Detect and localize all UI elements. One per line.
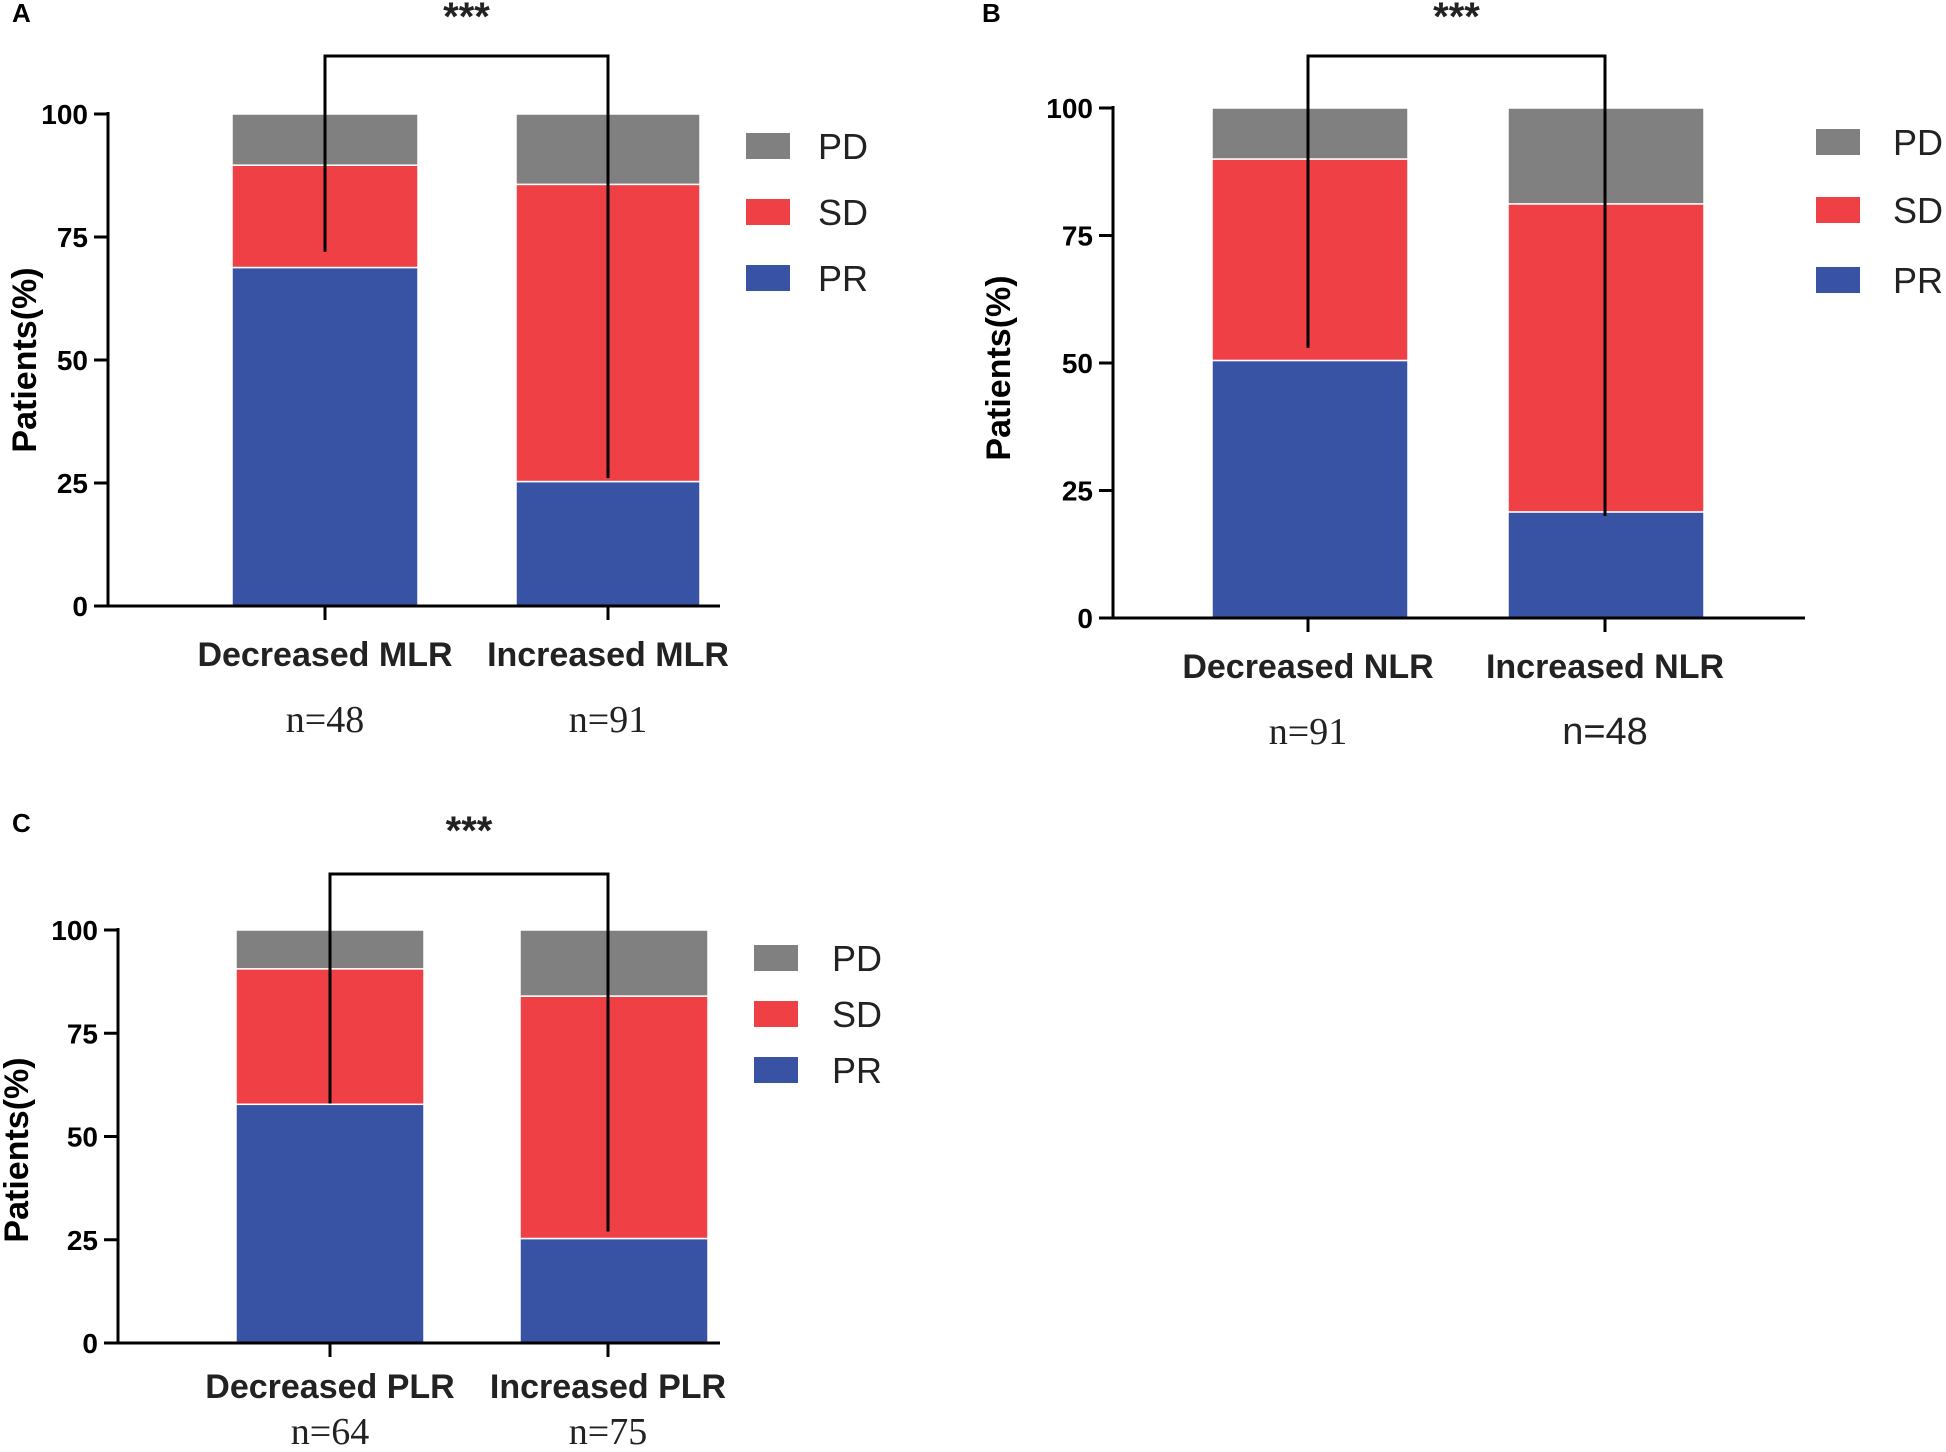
x-tick-label: Decreased MLR: [197, 636, 452, 674]
legend-swatch-pr: [754, 1057, 798, 1083]
significance-bracket: [1306, 54, 1607, 516]
legend-label-sd: SD: [832, 994, 882, 1035]
significance-bracket: [328, 872, 610, 1232]
panel-letter: C: [12, 808, 31, 838]
y-tick-label: 25: [57, 468, 88, 499]
n-label: n=75: [569, 1411, 647, 1452]
n-label: n=91: [1269, 711, 1347, 753]
legend-swatch-sd: [746, 199, 790, 225]
y-tick-label: 0: [82, 1328, 98, 1359]
x-tick-label: Decreased NLR: [1182, 648, 1433, 686]
y-axis-label: Patients(%): [980, 275, 1018, 460]
legend-swatch-sd: [754, 1001, 798, 1027]
y-axis-label: Patients(%): [0, 1057, 36, 1242]
legend-label-pr: PR: [1893, 260, 1943, 301]
y-tick-label: 50: [1062, 348, 1093, 379]
bar-pr-increased: [1507, 511, 1705, 619]
legend-label-pr: PR: [818, 258, 868, 299]
legend-swatch-sd: [1816, 197, 1860, 223]
significance-bracket: [323, 54, 610, 479]
x-tick-label: Increased MLR: [487, 636, 729, 674]
panel-letter: A: [12, 0, 31, 28]
y-tick-label: 25: [67, 1225, 98, 1256]
significance-label: ***: [443, 0, 490, 39]
y-axis-label: Patients(%): [6, 267, 44, 452]
y-tick-label: 0: [1077, 603, 1093, 634]
chart-panel-b: B Patients(%) 0 25 50 75 100 Decreased NLR n=91 I…: [980, 0, 1943, 753]
x-tick-label: Increased PLR: [490, 1368, 726, 1406]
y-tick-label: 25: [1062, 476, 1093, 507]
legend-swatch-pd: [746, 133, 790, 159]
y-tick-label: 100: [51, 915, 98, 946]
y-tick-label: 75: [57, 222, 88, 253]
y-tick-label: 100: [1046, 93, 1093, 124]
bar-pr-increased: [515, 480, 701, 607]
y-tick-label: 50: [57, 345, 88, 376]
legend-label-sd: SD: [1893, 190, 1943, 231]
bar-pr-decreased: [1211, 359, 1409, 619]
x-tick-label: Increased NLR: [1486, 648, 1724, 686]
chart-panel-c: C Patients(%) 0 25 50 75 100 Decreased PLR n=64 I…: [0, 808, 882, 1452]
n-label: n=64: [291, 1411, 369, 1452]
legend-swatch-pd: [1816, 129, 1860, 155]
y-tick-label: 75: [67, 1018, 98, 1049]
n-label: n=48: [1562, 711, 1648, 753]
bar-pr-decreased: [235, 1103, 425, 1344]
n-label: n=48: [286, 699, 364, 741]
y-tick-label: 75: [1062, 221, 1093, 252]
n-label: n=91: [569, 699, 647, 741]
legend-label-sd: SD: [818, 192, 868, 233]
legend-label-pd: PD: [832, 938, 882, 979]
y-tick-label: 100: [41, 99, 88, 130]
legend-swatch-pd: [754, 945, 798, 971]
bar-pr-increased: [519, 1237, 709, 1344]
bar-pd-decreased: [1211, 107, 1409, 160]
legend-swatch-pr: [1816, 267, 1860, 293]
y-tick-label: 50: [67, 1122, 98, 1153]
legend-swatch-pr: [746, 265, 790, 291]
x-tick-label: Decreased PLR: [205, 1368, 454, 1406]
y-tick-label: 0: [72, 591, 88, 622]
panel-letter: B: [982, 0, 1001, 28]
legend-label-pd: PD: [818, 126, 868, 167]
bar-pd-increased: [519, 929, 709, 997]
significance-label: ***: [446, 809, 493, 853]
bar-pr-decreased: [231, 266, 419, 607]
legend-label-pd: PD: [1893, 122, 1943, 163]
chart-panel-a: A Patients(%) 0 25 50 75 100 Decreased MLR n=48 I…: [6, 0, 868, 741]
legend-label-pr: PR: [832, 1050, 882, 1091]
bar-sd-decreased: [1211, 158, 1409, 362]
significance-label: ***: [1433, 0, 1480, 39]
bar-sd-increased: [519, 995, 709, 1240]
